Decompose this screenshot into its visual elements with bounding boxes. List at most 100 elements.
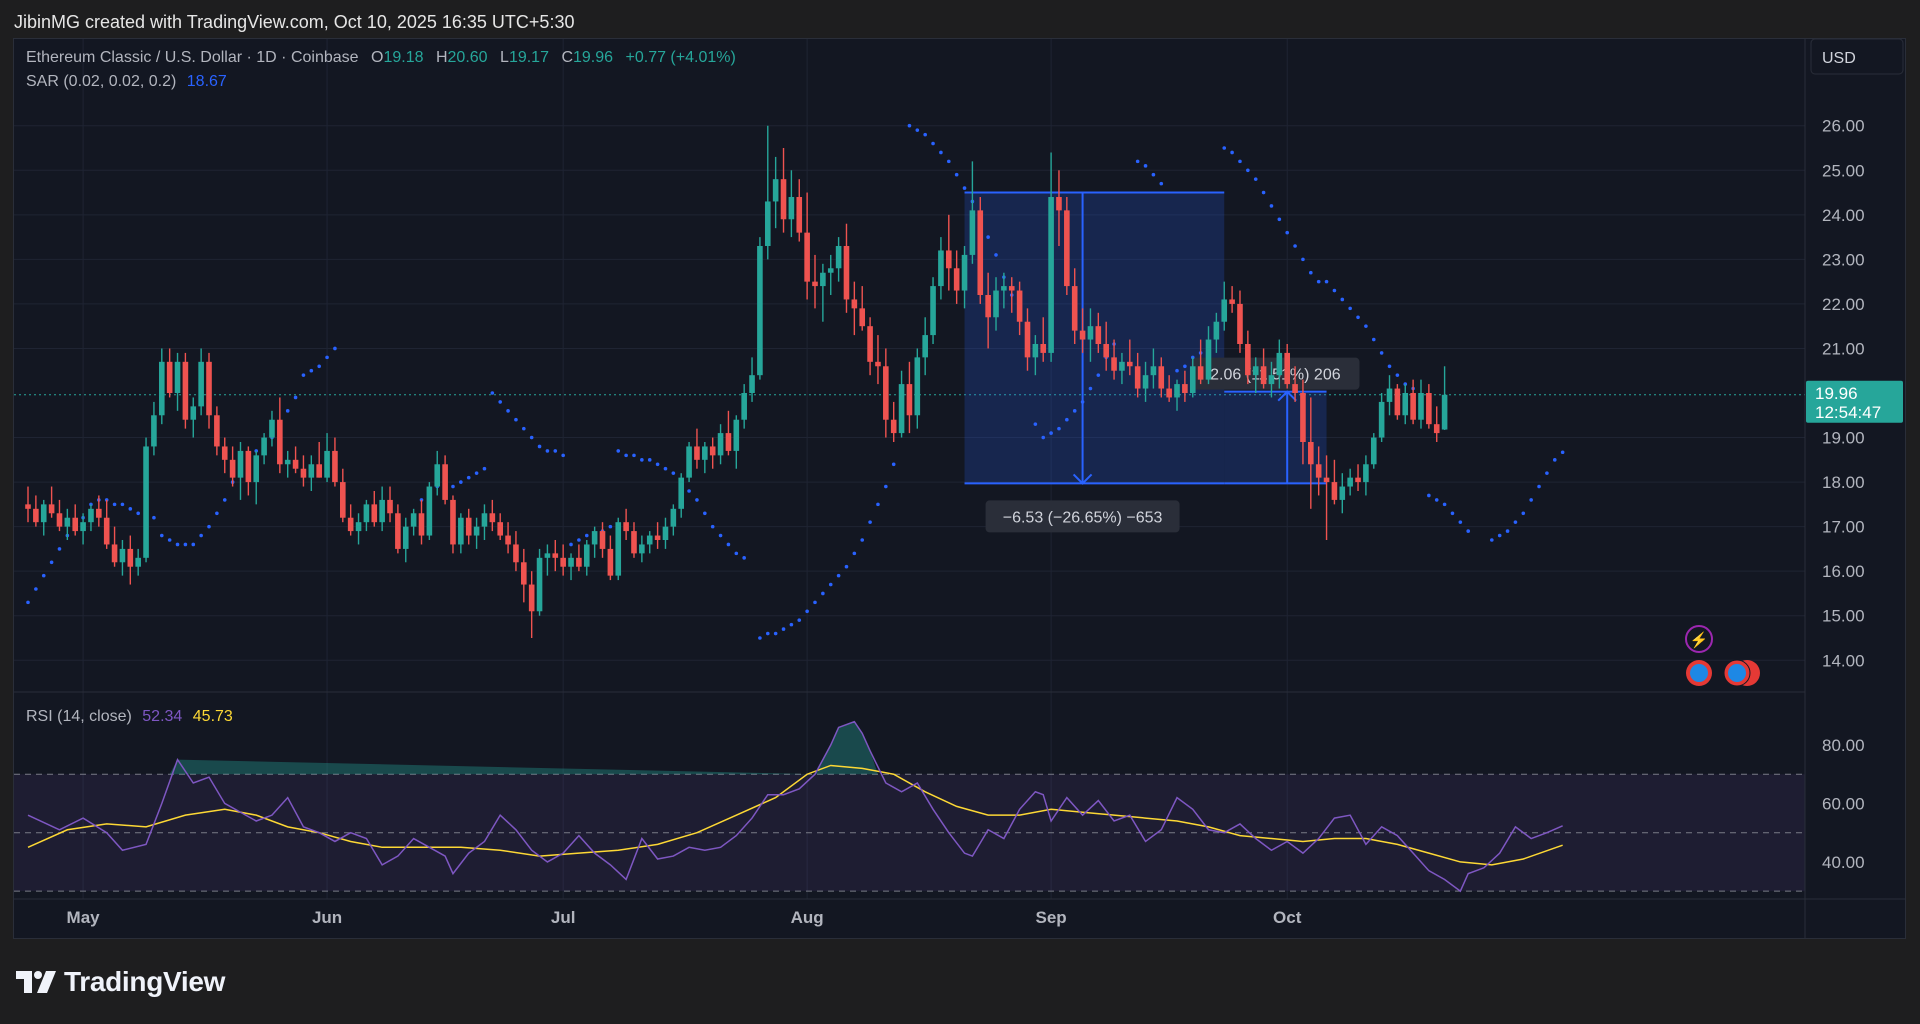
candle-body: [977, 210, 984, 295]
candle-body: [702, 446, 708, 460]
candle-body: [33, 508, 39, 523]
candle-body: [867, 326, 873, 362]
sar-dot: [207, 524, 211, 529]
sar-dot: [1183, 364, 1187, 369]
sar-dot: [718, 533, 723, 538]
sar-dot: [1379, 351, 1384, 355]
attribution-bar: JibinMG created with TradingView.com, Oc…: [0, 0, 1920, 40]
svg-text:Ethereum Classic / U.S. Dollar: Ethereum Classic / U.S. Dollar · 1D · Co…: [26, 49, 736, 66]
sar-dot: [191, 542, 196, 547]
candle-body: [497, 522, 503, 536]
sar-dot: [1387, 364, 1392, 369]
measure-box[interactable]: [1224, 391, 1327, 484]
candle-body: [253, 455, 260, 483]
candle-body: [1103, 344, 1109, 358]
sar-dot: [506, 409, 510, 413]
sar-dot: [907, 123, 912, 128]
measurement-tools[interactable]: −6.53 (−26.65%) −653 2.06 (11.51%) 206: [964, 191, 1360, 533]
rsi-ma-line: [27, 764, 1563, 866]
sar-dot: [466, 475, 471, 480]
candle-body: [505, 535, 511, 545]
candle-body: [465, 517, 472, 536]
candle-body: [458, 517, 464, 545]
candle-body: [1394, 388, 1401, 416]
candle-body: [662, 526, 669, 540]
sar-dot: [498, 400, 503, 404]
candle-body: [914, 357, 921, 416]
sar-dot: [1246, 168, 1250, 173]
sar-value: 18.67: [187, 73, 227, 90]
candle-body: [552, 553, 559, 558]
candle-body: [410, 513, 417, 527]
sar-dot: [301, 373, 306, 377]
legend-low-label: L: [500, 49, 509, 66]
time-tick-label: Aug: [791, 908, 824, 927]
rsi-value: 52.34: [142, 708, 182, 725]
candle-body: [182, 361, 189, 420]
candle-body: [1410, 393, 1416, 420]
rsi-label: RSI (14, close): [26, 708, 132, 725]
sar-dot: [813, 600, 817, 605]
axes[interactable]: 26.00 25.00 24.00 23.00 22.00 21.00 19.00 18.00…: [14, 39, 1905, 938]
sar-dot: [1072, 409, 1077, 413]
sar-dot: [1175, 368, 1179, 373]
chart-panel[interactable]: −6.53 (−26.65%) −653 2.06 (11.51%) 206 26…: [13, 38, 1906, 939]
candle-body: [198, 361, 204, 407]
sar-dot: [451, 484, 455, 489]
sar-dot: [1497, 533, 1502, 538]
sar-dot: [128, 507, 133, 511]
candle-body: [985, 295, 991, 318]
lightning-icon[interactable]: [1685, 625, 1713, 653]
sar-dot: [112, 502, 117, 507]
candle-body: [135, 557, 141, 567]
price-tick-label: 16.00: [1822, 562, 1865, 581]
candle-body: [206, 361, 212, 416]
candle-body: [347, 517, 354, 532]
candle-body: [513, 544, 519, 563]
sar-dot: [490, 391, 495, 395]
legend: Ethereum Classic / U.S. Dollar · 1D · Co…: [26, 49, 736, 725]
candle-body: [757, 246, 763, 376]
candle-body: [898, 384, 905, 434]
sar-dot: [309, 368, 314, 373]
candle-body: [127, 548, 134, 567]
rsi-overbought-fill: [169, 721, 878, 775]
candle-body: [277, 419, 283, 465]
price-tick-label: 15.00: [1822, 607, 1865, 626]
measure-box[interactable]: [964, 192, 1225, 484]
candle-body: [473, 526, 480, 536]
sar-dot: [553, 449, 558, 453]
chart-canvas[interactable]: −6.53 (−26.65%) −653 2.06 (11.51%) 206 26…: [14, 38, 1905, 938]
sar-label: SAR (0.02, 0.02, 0.2): [26, 73, 176, 90]
measure-label: 2.06 (11.51%) 206: [1210, 367, 1341, 384]
candle-body: [442, 464, 448, 500]
candle-body: [969, 210, 976, 255]
candle-body: [103, 517, 110, 545]
candle-body: [772, 179, 779, 202]
sar-dot: [931, 141, 935, 146]
sar-dot: [584, 533, 589, 538]
candle-body: [796, 197, 803, 233]
currency-label[interactable]: USD: [1822, 50, 1856, 67]
candle-body: [654, 535, 661, 540]
tradingview-logo[interactable]: TradingView: [16, 966, 225, 998]
candle-body: [1095, 326, 1102, 344]
candle-body: [725, 433, 732, 451]
sar-dot: [325, 355, 329, 360]
event-icons[interactable]: ⚡: [1685, 625, 1760, 687]
legend-low: 19.17: [509, 49, 549, 66]
candle-body: [930, 286, 936, 336]
candle-body: [1370, 437, 1377, 465]
candle-body: [1182, 384, 1188, 393]
sar-dot: [915, 128, 920, 132]
candle-body: [221, 446, 228, 460]
sar-dot: [946, 159, 951, 164]
candle-body: [481, 513, 488, 527]
sar-dot: [994, 253, 998, 257]
sar-dot: [1159, 181, 1164, 186]
sar-dot: [828, 582, 833, 587]
svg-text:SAR (0.02, 0.02, 0.2): SAR (0.02, 0.02, 0.2) 18.67: [26, 73, 227, 90]
candle-body: [536, 557, 543, 612]
currency-selector[interactable]: USD: [1810, 38, 1904, 75]
candle-body: [379, 499, 385, 523]
